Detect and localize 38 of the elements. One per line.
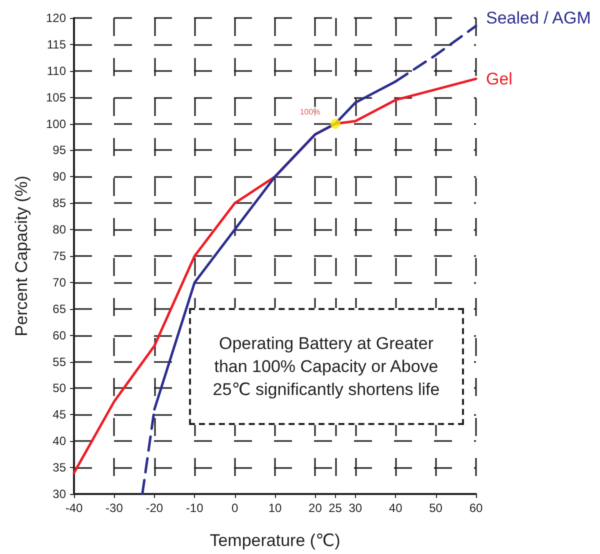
y-tick-label: 35	[52, 460, 66, 475]
y-tick-label: 110	[46, 64, 66, 78]
note-box: Operating Battery at Greater than 100% Capacity or Above 25℃ significantly shortens life	[188, 308, 464, 425]
x-tick-label: 20	[308, 501, 322, 515]
y-tick-label: 105	[46, 90, 66, 104]
x-tick-label: 30	[348, 501, 362, 515]
y-tick-label: 30	[52, 487, 66, 501]
x-tick-label: -40	[65, 501, 83, 515]
series-label: Sealed / AGM	[486, 8, 591, 28]
x-tick-label: 40	[388, 501, 403, 515]
annotation: Operating Battery at Greater than 100% Capacity or Above 25℃ significantly shortens life	[212, 333, 440, 402]
y-tick-label: 95	[52, 143, 66, 158]
x-axis-title: Temperature (℃)	[210, 531, 340, 550]
data-label: 100%	[300, 107, 320, 116]
x-tick-label: 0	[231, 501, 238, 515]
y-tick-label: 85	[52, 196, 66, 210]
y-axis-title: Percent Capacity (%)	[12, 176, 31, 336]
x-tick-label: 50	[429, 501, 443, 515]
y-tick-label: 80	[52, 222, 66, 237]
x-tick-label: -10	[186, 501, 204, 515]
y-tick-label: 90	[52, 170, 66, 184]
series-label: Gel	[486, 69, 512, 88]
y-tick-label: 120	[46, 11, 66, 25]
y-tick-label: 45	[52, 408, 66, 422]
y-tick-label: 50	[52, 381, 66, 396]
x-tick-label: 25	[328, 501, 342, 515]
x-tick-label: 10	[268, 501, 282, 515]
y-tick-label: 100	[46, 116, 66, 131]
x-tick-label: -20	[146, 501, 164, 515]
x-tick-label: -30	[106, 501, 124, 515]
y-tick-label: 40	[52, 434, 66, 448]
x-tick-label: 60	[469, 501, 483, 515]
y-tick-label: 65	[52, 302, 66, 316]
y-tick-label: 115	[46, 37, 66, 52]
y-tick-label: 75	[52, 249, 66, 263]
y-tick-label: 70	[52, 275, 66, 290]
y-tick-label: 55	[52, 354, 66, 369]
y-tick-label: 60	[52, 328, 66, 342]
